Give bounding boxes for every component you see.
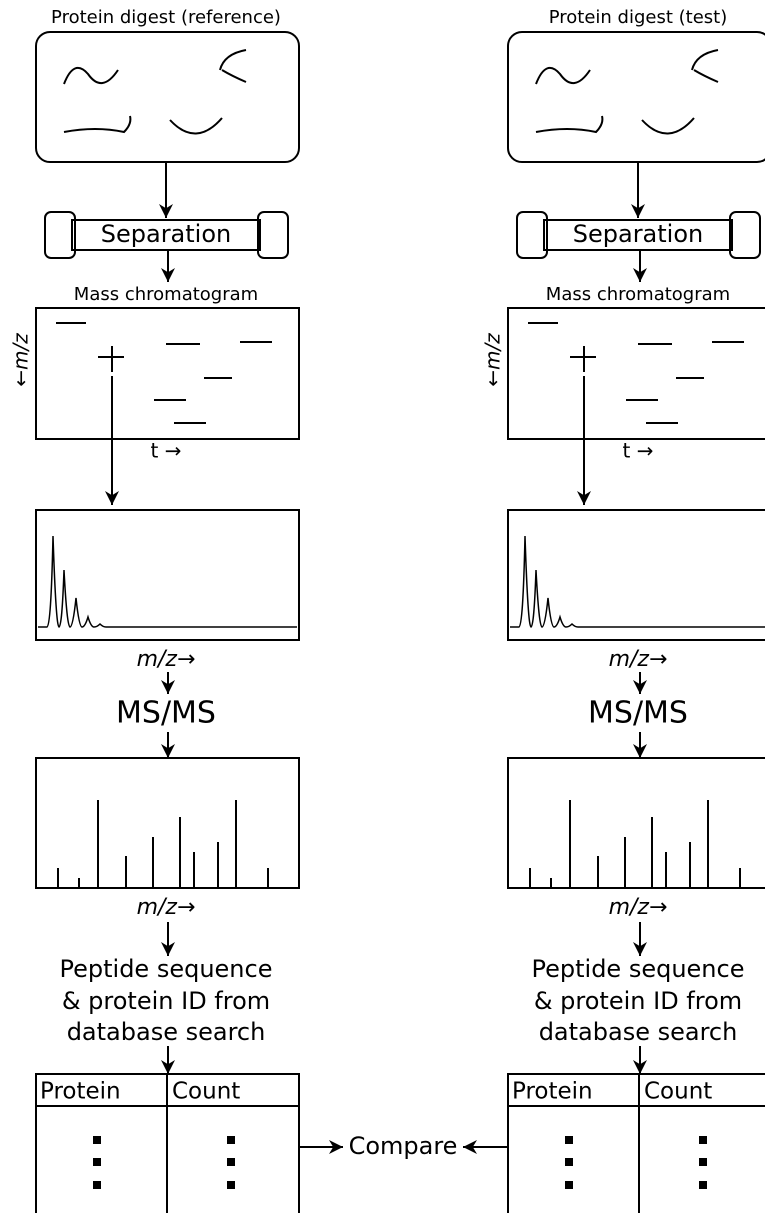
workflow-column: Protein digest (test) Separation Mass ch… — [481, 7, 765, 1213]
fragment-peaks — [57, 800, 269, 888]
table-header: Count — [644, 1079, 712, 1105]
msms-label: MS/MS — [116, 696, 216, 731]
search-text: & protein ID from — [62, 987, 270, 1015]
y-axis-label: ←m/z — [9, 333, 33, 387]
digest-box — [35, 31, 300, 163]
search-text: Peptide sequence — [60, 955, 273, 983]
column-title: Protein digest (reference) — [51, 7, 281, 28]
search-text: Peptide sequence — [532, 955, 745, 983]
msms-label: MS/MS — [588, 696, 688, 731]
spectrum-axis-label: m/z→ — [137, 647, 196, 672]
msms-axis-label: m/z→ — [137, 895, 196, 920]
separation-label: Separation — [573, 220, 704, 248]
table-rules — [508, 1074, 765, 1213]
msms-box — [507, 757, 765, 889]
column-tube — [543, 219, 733, 251]
workflow-column: Protein digest (reference) Separation Ma… — [9, 7, 300, 1213]
spectrum-axis-label: m/z→ — [609, 647, 668, 672]
table-header: Protein — [512, 1079, 593, 1105]
chromatogram-box — [507, 307, 765, 440]
column-cap — [729, 211, 761, 259]
column-tube — [71, 219, 261, 251]
peptides — [535, 49, 719, 135]
separation-label: Separation — [101, 220, 232, 248]
isotope-peaks — [38, 535, 297, 628]
compare-label: Compare — [349, 1132, 458, 1160]
peptides — [63, 49, 247, 135]
table-rules — [36, 1074, 299, 1213]
msms-box — [35, 757, 300, 889]
chromatogram-title: Mass chromatogram — [546, 284, 730, 305]
table-header: Count — [172, 1079, 240, 1105]
column-title: Protein digest (test) — [549, 7, 728, 28]
column-cap — [257, 211, 289, 259]
chromatogram-title: Mass chromatogram — [74, 284, 258, 305]
search-text: database search — [539, 1018, 738, 1046]
chromatogram-features — [528, 322, 744, 424]
x-axis-label: t → — [623, 439, 654, 463]
ellipsis-dots — [93, 1136, 235, 1189]
x-axis-label: t → — [151, 439, 182, 463]
chromatogram-box — [35, 307, 300, 440]
chromatogram-features — [56, 322, 272, 424]
column-cap — [516, 211, 548, 259]
spectrum-box — [35, 509, 300, 641]
digest-box — [507, 31, 765, 163]
spectrum-box — [507, 509, 765, 641]
search-text: & protein ID from — [534, 987, 742, 1015]
column-cap — [44, 211, 76, 259]
y-axis-label: ←m/z — [481, 333, 505, 387]
fragment-peaks — [529, 800, 741, 888]
ellipsis-dots — [565, 1136, 707, 1189]
table-header: Protein — [40, 1079, 121, 1105]
search-text: database search — [67, 1018, 266, 1046]
msms-axis-label: m/z→ — [609, 895, 668, 920]
isotope-peaks — [510, 535, 765, 628]
